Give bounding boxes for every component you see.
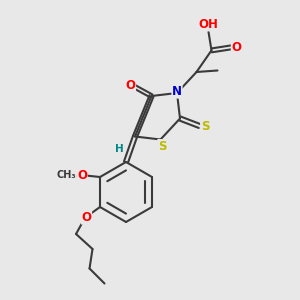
Text: H: H <box>115 144 124 154</box>
Text: CH₃: CH₃ <box>57 170 76 181</box>
Text: S: S <box>158 140 166 153</box>
Text: O: O <box>77 169 87 182</box>
Text: O: O <box>82 211 92 224</box>
Text: N: N <box>172 85 182 98</box>
Text: S: S <box>201 119 209 133</box>
Text: OH: OH <box>199 18 218 31</box>
Text: O: O <box>125 79 136 92</box>
Text: O: O <box>231 41 242 54</box>
